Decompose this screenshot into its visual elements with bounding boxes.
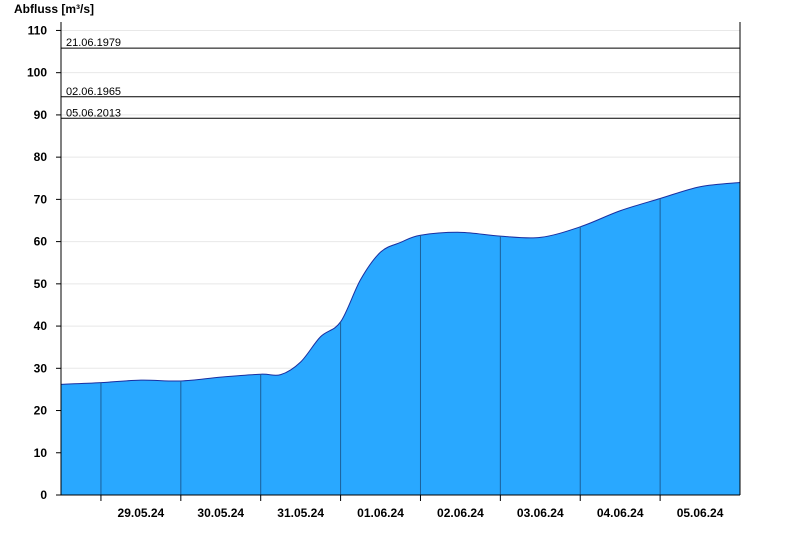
reference-line-label: 05.06.2013	[66, 107, 121, 119]
x-tick-label: 04.06.24	[597, 506, 644, 520]
y-tick-label: 110	[28, 23, 48, 37]
axes	[56, 22, 741, 501]
y-tick-label: 80	[34, 150, 48, 164]
x-tick-label: 02.06.24	[437, 506, 484, 520]
y-tick-label: 0	[40, 488, 47, 502]
reference-lines: 21.06.1979 02.06.1965 05.06.2013	[61, 37, 740, 119]
y-tick-label: 90	[34, 108, 48, 122]
y-tick-label: 20	[34, 404, 48, 418]
reference-line-label: 02.06.1965	[66, 86, 121, 98]
x-tick-label: 05.06.24	[677, 506, 724, 520]
x-tick-label: 01.06.24	[357, 506, 404, 520]
day-separators	[100, 198, 661, 495]
y-tick-label: 70	[34, 192, 48, 206]
x-tick-label: 30.05.24	[197, 506, 244, 520]
discharge-area	[61, 182, 740, 495]
y-tick-labels: 0 10 20 30 40 50 60 70 80 90 100 110	[27, 23, 47, 502]
x-tick-label: 03.06.24	[517, 506, 564, 520]
x-tick-label: 31.05.24	[277, 506, 324, 520]
discharge-line	[60, 181, 741, 385]
x-tick-labels: 29.05.24 30.05.24 31.05.24 01.06.24 02.06.24…	[118, 506, 724, 520]
x-tick-label: 29.05.24	[118, 506, 165, 520]
y-tick-label: 100	[27, 66, 47, 80]
y-tick-label: 10	[34, 446, 48, 460]
y-tick-label: 60	[34, 235, 48, 249]
y-tick-label: 40	[34, 319, 48, 333]
y-axis-title: Abfluss [m³/s]	[14, 2, 94, 16]
y-tick-label: 50	[34, 277, 48, 291]
y-tick-label: 30	[34, 361, 48, 375]
reference-line-label: 21.06.1979	[66, 37, 121, 49]
